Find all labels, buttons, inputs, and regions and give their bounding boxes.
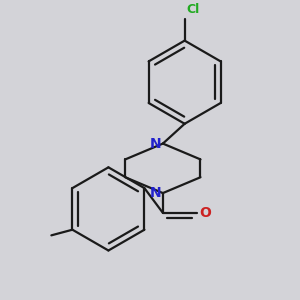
Text: Cl: Cl [187,3,200,16]
Text: N: N [149,186,161,200]
Text: O: O [200,206,211,220]
Text: N: N [149,136,161,151]
